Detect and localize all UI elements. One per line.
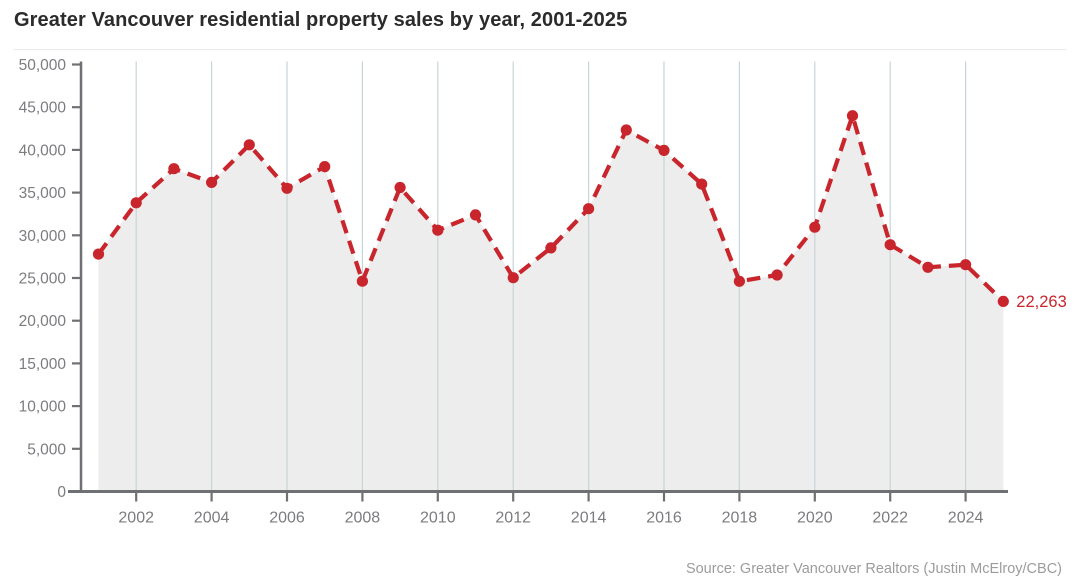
data-point: [469, 209, 482, 221]
data-point: [846, 110, 859, 122]
x-tick-label: 2004: [194, 510, 230, 527]
y-tick-label: 35,000: [19, 185, 67, 202]
y-tick-label: 0: [57, 484, 66, 501]
x-tick-label: 2012: [495, 510, 531, 527]
data-point: [922, 261, 934, 273]
data-point: [809, 221, 821, 233]
y-tick-label: 25,000: [19, 271, 67, 288]
y-tick-label: 5,000: [27, 441, 66, 458]
x-tick-label: 2018: [722, 510, 758, 527]
last-value-label: 22,263: [1016, 293, 1066, 311]
data-point: [620, 124, 632, 136]
x-tick-label: 2024: [948, 510, 984, 527]
source-credit: Source: Greater Vancouver Realtors (Just…: [685, 561, 1062, 577]
data-point: [432, 224, 444, 236]
y-tick-label: 10,000: [19, 399, 67, 416]
data-point: [394, 181, 406, 194]
x-tick-label: 2006: [269, 510, 305, 527]
x-tick-label: 2008: [345, 510, 381, 527]
x-tick-label: 2020: [797, 510, 833, 527]
data-point: [771, 269, 783, 281]
data-point: [884, 239, 896, 251]
x-tick-label: 2014: [571, 510, 607, 527]
y-tick-label: 40,000: [19, 142, 67, 159]
y-tick-label: 15,000: [19, 356, 67, 373]
area-fill: [98, 115, 1004, 492]
x-tick-label: 2022: [872, 510, 908, 527]
data-point: [281, 182, 293, 194]
data-point: [733, 275, 746, 287]
data-point: [168, 163, 180, 175]
y-tick-label: 45,000: [19, 100, 67, 117]
data-point: [319, 161, 331, 173]
data-point: [960, 259, 972, 271]
data-point: [356, 275, 368, 287]
x-tick-label: 2010: [420, 510, 456, 527]
data-point: [507, 272, 519, 284]
y-tick-label: 20,000: [19, 313, 67, 330]
data-point: [696, 178, 708, 190]
y-tick-label: 50,000: [19, 57, 67, 74]
chart-title: Greater Vancouver residential property s…: [14, 9, 628, 31]
data-point: [92, 248, 105, 260]
data-point: [206, 176, 218, 188]
data-point: [658, 144, 670, 156]
x-tick-label: 2016: [646, 510, 682, 527]
x-tick-label: 2002: [118, 510, 154, 527]
data-point: [243, 139, 255, 151]
data-point: [997, 295, 1009, 307]
title-divider: [14, 49, 1066, 50]
data-point: [130, 197, 142, 209]
data-point: [583, 203, 595, 215]
data-point: [545, 242, 557, 254]
y-tick-label: 30,000: [19, 228, 67, 245]
